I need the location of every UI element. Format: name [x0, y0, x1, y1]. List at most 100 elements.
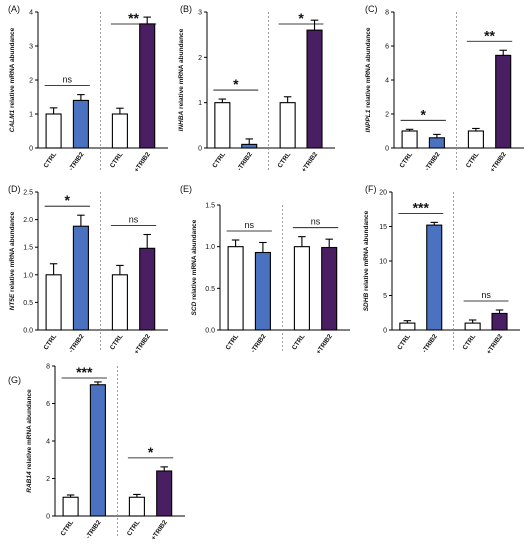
category-label: CTRL	[465, 151, 481, 169]
bar	[491, 312, 508, 331]
y-tick-label: 4	[385, 78, 389, 85]
significance-label: *	[298, 10, 304, 26]
significance-label: ns	[311, 217, 321, 227]
y-tick-label: 3	[29, 44, 33, 51]
category-label: CTRL	[396, 333, 412, 351]
gene-name: NT5E	[9, 293, 16, 310]
category-label: CTRL	[109, 151, 125, 169]
y-axis-label: RAB14 relative mRNA abundance	[26, 389, 33, 493]
panel-label: (B)	[180, 4, 192, 14]
significance-label: **	[128, 10, 139, 26]
category-label: CTRL	[277, 151, 293, 169]
y-axis-label: SCD relative mRNA abundance	[191, 219, 198, 315]
bar	[111, 113, 128, 149]
y-tick-label: 0	[198, 146, 202, 153]
category-label: CTRL	[109, 333, 125, 351]
category-label: -TRIB2	[250, 333, 268, 354]
significance-label: ns	[481, 290, 491, 300]
bar	[111, 274, 128, 331]
y-tick-label: 0	[29, 146, 33, 153]
category-label: CTRL	[43, 151, 59, 169]
y-tick-label: 1	[198, 100, 202, 107]
y-tick-label: 20	[379, 190, 387, 197]
bar	[306, 29, 323, 149]
significance-label: **	[484, 27, 495, 43]
y-tick-label: 0.5	[205, 286, 215, 293]
bar	[139, 23, 156, 149]
y-axis-label: NT5E relative mRNA abundance	[9, 211, 16, 310]
y-tick-label: 10	[379, 259, 387, 266]
bar	[72, 225, 89, 331]
bar	[214, 102, 231, 149]
bar	[241, 143, 258, 149]
y-tick-label: 0.0	[205, 328, 215, 335]
y-tick-label: 6	[385, 44, 389, 51]
category-label: -TRIB2	[421, 333, 439, 354]
category-label: +TRIB2	[133, 151, 152, 174]
y-tick-label: 6	[46, 401, 50, 408]
bar	[426, 224, 443, 331]
gene-name: RAB14	[26, 471, 33, 493]
y-tick-label: 1.0	[205, 244, 215, 251]
significance-label: ***	[413, 199, 430, 215]
bar	[279, 102, 296, 149]
significance-label: *	[148, 444, 154, 460]
y-tick-label: 3	[198, 10, 202, 17]
axis-label-rest: relative mRNA abundance	[26, 389, 33, 472]
bar	[72, 99, 89, 149]
y-tick-label: 0.0	[23, 328, 33, 335]
category-label: -TRIB2	[85, 519, 103, 540]
bar	[227, 246, 244, 331]
category-label: +TRIB2	[133, 333, 152, 356]
y-tick-label: 1.0	[23, 272, 33, 279]
significance-label: *	[233, 76, 239, 92]
y-tick-label: 2	[385, 112, 389, 119]
axis-label-rest: relative mRNA abundance	[191, 219, 198, 302]
significance-label: ns	[62, 75, 72, 85]
significance-label: ns	[244, 220, 254, 230]
gene-name: SDHB	[363, 293, 370, 312]
category-label: CTRL	[211, 151, 227, 169]
bar	[399, 322, 416, 331]
panel-label: (D)	[8, 184, 21, 194]
y-tick-label: 2.5	[23, 190, 33, 197]
y-axis-label: INHBA relative mRNA abundance	[178, 28, 185, 131]
y-tick-label: 2.0	[23, 217, 33, 224]
panel-label: (A)	[8, 4, 20, 14]
y-tick-label: 4	[46, 439, 50, 446]
panel-label: (G)	[8, 375, 21, 385]
bar	[62, 496, 79, 517]
category-label: CTRL	[399, 151, 415, 169]
y-tick-label: 8	[385, 10, 389, 17]
category-label: +TRIB2	[489, 151, 508, 174]
significance-label: *	[65, 192, 71, 208]
y-tick-label: 1.5	[205, 203, 215, 210]
y-tick-label: 5	[383, 293, 387, 300]
axis-label-rest: relative mRNA abundance	[365, 27, 372, 110]
y-tick-label: 0	[46, 514, 50, 521]
y-tick-label: 2	[198, 55, 202, 62]
bar	[401, 130, 418, 149]
category-label: +TRIB2	[150, 519, 169, 542]
significance-label: *	[421, 106, 427, 122]
bar	[139, 247, 156, 331]
y-tick-label: 15	[379, 224, 387, 231]
bar	[495, 54, 512, 149]
y-tick-label: 0.5	[23, 300, 33, 307]
category-label: CTRL	[225, 333, 241, 351]
bar	[156, 470, 173, 517]
y-tick-label: 2	[29, 78, 33, 85]
significance-label: ***	[76, 364, 93, 380]
category-label: +TRIB2	[315, 333, 334, 356]
y-axis-label: INPPL1 relative mRNA abundance	[365, 27, 372, 132]
bar	[464, 322, 481, 331]
y-tick-label: 0	[385, 146, 389, 153]
bar	[254, 251, 271, 331]
bar	[293, 246, 310, 331]
y-tick-label: 2	[46, 476, 50, 483]
category-label: CTRL	[126, 519, 142, 537]
gene-name: CALM1	[9, 109, 16, 132]
y-tick-label: 4	[29, 10, 33, 17]
panel-label: (E)	[180, 184, 192, 194]
